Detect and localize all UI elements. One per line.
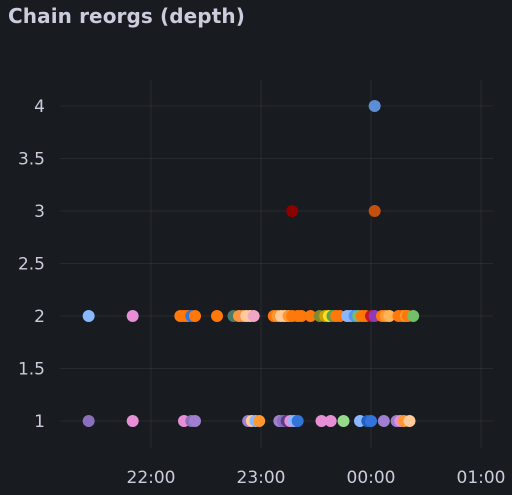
data-point: [368, 100, 381, 112]
data-point: [286, 205, 299, 217]
data-point: [304, 310, 317, 322]
data-point: [324, 415, 337, 427]
x-axis-ticks: 22:00 23:00 00:00 01:00: [127, 468, 506, 488]
data-point: [315, 415, 328, 427]
data-point: [189, 310, 201, 322]
y-tick-label: 2: [34, 307, 45, 327]
y-tick-label: 4: [34, 97, 45, 117]
panel-title[interactable]: Chain reorgs (depth): [8, 4, 245, 28]
data-point: [365, 415, 377, 427]
data-point: [82, 415, 95, 427]
x-tick-label: 23:00: [237, 468, 286, 488]
grid-lines: [60, 80, 493, 448]
y-tick-label: 3: [34, 202, 45, 222]
data-point: [403, 415, 416, 427]
y-axis-ticks: 1 1.5 2 2.5 3 3.5 4: [18, 97, 45, 432]
data-point: [295, 310, 308, 322]
data-point: [377, 415, 390, 427]
data-point: [253, 415, 266, 427]
y-tick-label: 1: [34, 412, 45, 432]
data-point: [189, 415, 201, 427]
data-point: [247, 310, 260, 322]
y-tick-label: 1.5: [18, 360, 45, 380]
x-tick-label: 22:00: [127, 468, 176, 488]
data-points: [82, 100, 420, 427]
data-point: [211, 310, 223, 322]
data-point: [126, 415, 139, 427]
x-tick-label: 00:00: [347, 468, 396, 488]
y-tick-label: 2.5: [18, 255, 45, 275]
data-point: [291, 415, 304, 427]
data-point: [82, 310, 95, 322]
data-point: [368, 205, 381, 217]
data-point: [407, 310, 420, 322]
data-point: [383, 310, 396, 322]
data-point: [337, 415, 350, 427]
x-tick-label: 01:00: [457, 468, 506, 488]
data-point: [126, 310, 139, 322]
y-tick-label: 3.5: [18, 150, 45, 170]
